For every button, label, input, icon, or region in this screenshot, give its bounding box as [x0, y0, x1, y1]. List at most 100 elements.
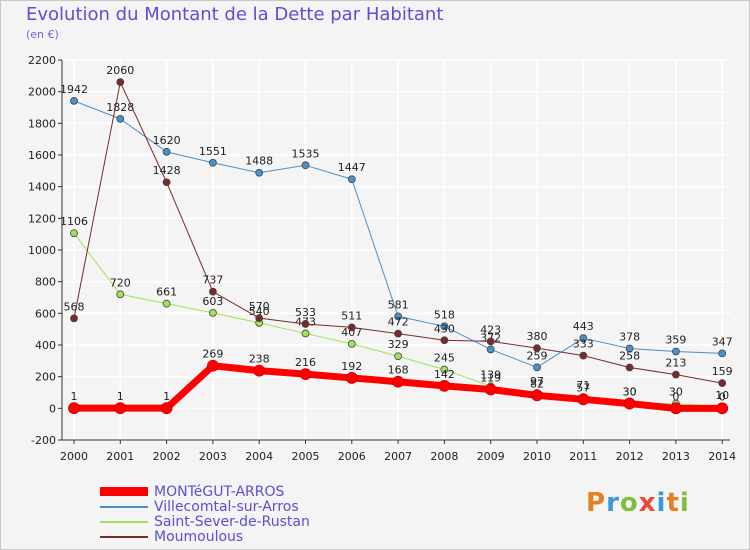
- data-label: 359: [665, 333, 686, 346]
- data-label: 1828: [106, 101, 134, 114]
- data-label: 570: [249, 300, 270, 313]
- data-point: [718, 379, 727, 388]
- line-chart: -200020040060080010001200140016001800200…: [28, 54, 736, 463]
- data-label: 1447: [338, 161, 366, 174]
- logo-letter: i: [679, 488, 690, 518]
- legend-swatch: [100, 535, 148, 538]
- data-point: [345, 372, 358, 384]
- logo-letter: o: [619, 488, 639, 518]
- data-label: 82: [530, 377, 544, 390]
- x-tick-label: 2010: [523, 450, 551, 463]
- legend: MONTéGUT-ARROS Villecomtal-sur-Arros Saint…: [100, 483, 310, 545]
- x-tick-label: 2011: [569, 450, 597, 463]
- x-tick-label: 2004: [245, 450, 273, 463]
- y-tick-label: 1000: [28, 244, 56, 257]
- data-point: [160, 402, 173, 415]
- x-tick-label: 2009: [477, 450, 505, 463]
- data-point: [438, 379, 451, 392]
- x-tick-label: 2013: [662, 450, 690, 463]
- data-label: 511: [341, 309, 362, 322]
- y-tick-label: 600: [35, 307, 56, 320]
- data-label: 333: [573, 338, 594, 351]
- data-label: 30: [623, 386, 637, 399]
- data-point: [533, 363, 541, 372]
- data-label: 269: [202, 348, 223, 361]
- legend-label: Moumoulous: [154, 528, 244, 545]
- data-point: [162, 178, 171, 187]
- legend-item: MONTéGUT-ARROS: [100, 483, 310, 500]
- chart-subtitle: (en €): [26, 28, 59, 41]
- data-point: [579, 334, 588, 343]
- data-label: 168: [388, 364, 409, 377]
- data-point: [670, 402, 682, 415]
- data-label: 238: [249, 353, 270, 366]
- data-point: [484, 383, 497, 396]
- data-point: [533, 344, 541, 353]
- data-point: [299, 368, 312, 381]
- data-point: [672, 347, 680, 356]
- logo-letter: t: [666, 488, 680, 518]
- proxiti-logo: Proxiti: [586, 488, 690, 518]
- data-label: 1535: [292, 147, 320, 160]
- data-point: [116, 115, 125, 123]
- x-tick-label: 2001: [106, 450, 134, 463]
- data-label: 139: [480, 368, 501, 381]
- data-point: [486, 345, 495, 354]
- data-label: 533: [295, 306, 316, 319]
- data-point: [716, 402, 729, 415]
- data-point: [440, 336, 449, 345]
- y-tick-label: 1200: [28, 212, 56, 225]
- data-point: [70, 96, 78, 105]
- data-point: [114, 402, 127, 415]
- data-point: [116, 290, 125, 299]
- data-point: [577, 393, 590, 406]
- data-point: [579, 351, 588, 360]
- data-point: [208, 158, 217, 167]
- y-tick-label: -200: [31, 434, 56, 447]
- y-tick-label: 200: [35, 371, 56, 384]
- data-label: 1551: [199, 145, 227, 158]
- data-point: [531, 389, 543, 402]
- data-point: [208, 308, 217, 317]
- data-label: 30: [623, 386, 637, 399]
- legend-label: Villecomtal-sur-Arros: [154, 498, 299, 515]
- data-label: 1: [117, 390, 124, 403]
- data-label: 1: [163, 390, 170, 403]
- data-point: [162, 147, 171, 156]
- x-tick-label: 2014: [708, 450, 736, 463]
- legend-label: Saint-Sever-de-Rustan: [154, 513, 310, 530]
- data-label: 258: [619, 349, 640, 362]
- data-point: [718, 349, 727, 358]
- data-label: 518: [434, 308, 455, 321]
- data-label: 568: [64, 300, 85, 313]
- logo-letter: P: [586, 488, 607, 518]
- legend-swatch: [100, 520, 148, 523]
- data-point: [301, 161, 310, 170]
- data-point: [208, 287, 217, 296]
- data-label: 216: [295, 356, 316, 369]
- data-point: [301, 329, 310, 338]
- data-label: 1488: [245, 155, 273, 168]
- legend-label: MONTéGUT-ARROS: [154, 483, 285, 500]
- x-tick-label: 2005: [292, 450, 320, 463]
- data-label: 192: [341, 360, 362, 373]
- y-tick-label: 400: [35, 339, 56, 352]
- legend-item: Saint-Sever-de-Rustan: [100, 513, 310, 530]
- data-label: 1428: [153, 164, 181, 177]
- data-label: 57: [576, 381, 590, 394]
- data-point: [625, 363, 634, 372]
- data-point: [116, 78, 125, 87]
- data-point: [394, 352, 403, 361]
- legend-item: Moumoulous: [100, 528, 310, 545]
- data-point: [68, 402, 80, 415]
- data-label: 378: [619, 330, 640, 343]
- data-point: [253, 364, 266, 377]
- data-label: 380: [527, 330, 548, 343]
- data-label: 347: [712, 335, 733, 348]
- data-label: 430: [434, 322, 455, 335]
- x-tick-label: 2002: [153, 450, 181, 463]
- data-label: 720: [110, 276, 131, 289]
- legend-item: Villecomtal-sur-Arros: [100, 498, 310, 515]
- data-label: 159: [712, 365, 733, 378]
- data-point: [486, 337, 495, 346]
